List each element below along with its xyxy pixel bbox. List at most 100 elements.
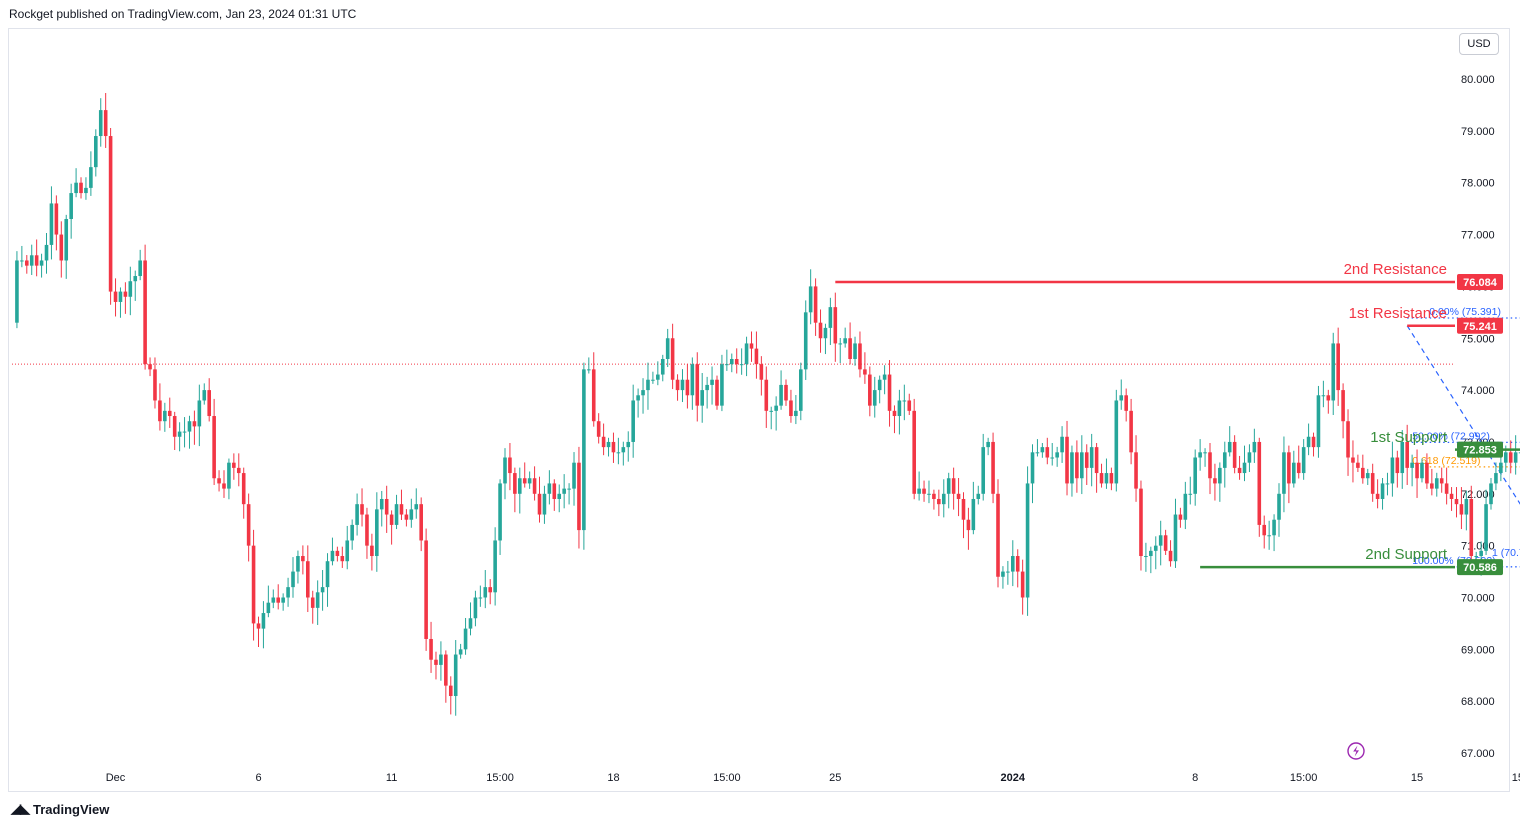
candle-body: [310, 597, 315, 608]
price-tick-label: 78.000: [1461, 178, 1495, 190]
candle-body: [79, 182, 83, 194]
candle-body: [1292, 462, 1296, 484]
candle-body: [1420, 462, 1424, 479]
time-tick-label: 8: [1192, 772, 1198, 784]
candle-body: [956, 493, 961, 499]
candle-body: [1198, 452, 1202, 458]
candle-body: [251, 545, 256, 624]
candle-body: [848, 338, 852, 359]
candle-body: [488, 587, 493, 593]
candle-body: [1232, 441, 1237, 468]
candle-body: [1469, 498, 1474, 557]
candle-body: [1168, 550, 1173, 562]
candle-body: [158, 400, 162, 422]
candle-body: [882, 374, 887, 380]
candle-body: [143, 260, 147, 365]
candle-body: [1218, 467, 1222, 484]
candle-body: [907, 400, 912, 411]
candle-body: [522, 478, 527, 484]
candle-body: [227, 462, 231, 489]
candle-body: [123, 291, 128, 297]
candle-body: [912, 410, 916, 494]
candle-body: [291, 571, 295, 588]
candle-body: [1001, 571, 1005, 577]
candle-body: [1020, 571, 1025, 598]
candle-body: [513, 473, 517, 494]
candle-body: [591, 369, 596, 422]
candle-body: [1213, 478, 1217, 484]
candle-body: [700, 390, 704, 406]
candle-body: [601, 436, 606, 448]
candle-body: [64, 218, 69, 261]
candle-body: [547, 483, 552, 494]
candle-body: [424, 540, 428, 639]
fib-level-label: 0.00% (75.391): [1429, 306, 1501, 318]
candle-body: [937, 498, 941, 505]
candle-body: [1252, 441, 1257, 453]
currency-button[interactable]: USD: [1459, 33, 1499, 55]
candle-body: [1139, 488, 1143, 557]
tradingview-logo[interactable]: ◢◣ TradingView: [11, 801, 109, 817]
support-2-price-value: 70.586: [1463, 562, 1497, 574]
candle-body: [1430, 483, 1434, 489]
candle-body: [690, 364, 695, 396]
candle-body: [1503, 452, 1508, 463]
candle-body: [799, 369, 803, 411]
candle-body: [656, 374, 660, 380]
candle-body: [1089, 447, 1094, 468]
candle-body: [808, 286, 813, 313]
candle-body: [1405, 441, 1409, 468]
resistance-1-price-value: 75.241: [1463, 321, 1497, 333]
candle-body: [1311, 436, 1316, 448]
price-tick-label: 80.000: [1461, 74, 1495, 86]
candle-body: [1336, 343, 1340, 391]
candle-body: [695, 364, 700, 406]
candle-body: [172, 416, 177, 437]
candle-body: [1262, 524, 1267, 536]
candle-body: [1237, 467, 1242, 474]
time-tick-label: 25: [829, 772, 841, 784]
candle-body: [670, 338, 675, 380]
price-tick-label: 71.000: [1461, 541, 1495, 553]
candle-body: [1104, 473, 1109, 484]
candle-body: [370, 545, 374, 557]
candle-body: [562, 488, 566, 494]
candle-body: [192, 421, 197, 427]
price-axis: 80.00079.00078.00077.00076.00075.00074.0…: [1461, 74, 1495, 760]
candle-body: [394, 504, 399, 525]
candle-body: [853, 343, 857, 359]
candle-body: [399, 504, 404, 515]
candle-body: [784, 384, 788, 401]
candle-body: [202, 390, 207, 401]
candle-body: [1222, 452, 1227, 468]
candle-body: [325, 561, 330, 588]
candle-body: [389, 514, 394, 525]
candle-body: [720, 364, 724, 406]
candle-body: [680, 379, 685, 391]
candle-body: [1109, 473, 1114, 484]
candle-body: [286, 587, 290, 598]
candle-body: [197, 400, 202, 427]
candle-body: [271, 597, 276, 603]
candle-body: [872, 390, 877, 406]
candle-body: [20, 260, 24, 262]
candle-body: [1080, 452, 1084, 479]
candle-body: [148, 364, 152, 370]
lightning-icon[interactable]: [1347, 742, 1365, 760]
candle-body: [838, 343, 843, 345]
candle-body: [1277, 493, 1281, 520]
candle-body: [813, 286, 818, 323]
candle-body: [1203, 452, 1207, 454]
candle-body: [1400, 441, 1405, 474]
support-1-price-value: 72.853: [1463, 445, 1497, 457]
candle-body: [483, 587, 488, 598]
candle-body: [261, 613, 266, 629]
candle-body: [94, 136, 98, 168]
candle-body: [665, 338, 670, 359]
candle-body: [557, 493, 562, 499]
fib-level-label: 1 (70.743): [1492, 547, 1520, 559]
candle-body: [887, 374, 892, 411]
chart-pane[interactable]: [8, 28, 1510, 792]
candle-body: [537, 493, 542, 515]
